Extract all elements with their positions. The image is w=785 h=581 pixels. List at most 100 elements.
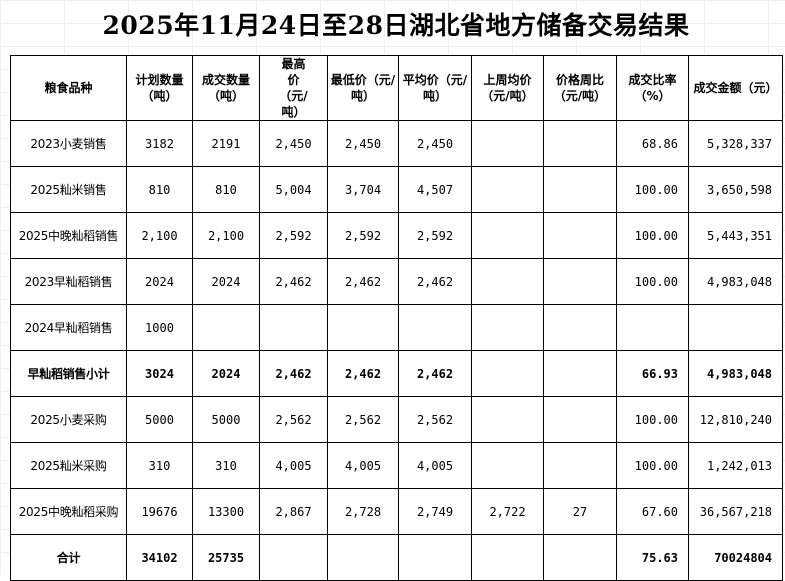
table-cell	[616, 304, 689, 351]
table-cell: 4,005	[398, 442, 472, 489]
table-cell	[398, 534, 472, 581]
table-cell: 310	[192, 442, 260, 489]
table-cell	[259, 304, 328, 351]
table-cell	[471, 120, 544, 167]
table-cell: 1000	[126, 304, 193, 351]
page-title: 2025年11月24日至28日湖北省地方储备交易结果	[102, 11, 690, 40]
trading-results-table: 粮食品种 计划数量（吨） 成交数量（吨） 最高价（元/吨） 最低价（元/吨） 平均价（元/…	[10, 55, 783, 581]
grain-variety-cell: 2023早籼稻销售	[10, 258, 127, 305]
column-header: 粮食品种	[10, 55, 127, 121]
table-cell: 5,004	[259, 166, 328, 213]
table-cell: 2,728	[327, 488, 399, 535]
table-cell: 2,562	[398, 396, 472, 443]
table-cell	[471, 212, 544, 259]
table-cell: 100.00	[616, 166, 689, 213]
table-cell: 4,005	[327, 442, 399, 489]
table-cell	[192, 304, 260, 351]
table-cell: 27	[543, 488, 617, 535]
column-header: 成交数量（吨）	[192, 55, 260, 121]
table-cell: 12,810,240	[688, 396, 783, 443]
grain-variety-cell: 合计	[10, 534, 127, 581]
table-cell	[688, 304, 783, 351]
table-cell	[543, 166, 617, 213]
table-cell: 2,592	[327, 212, 399, 259]
table-cell	[327, 304, 399, 351]
table-cell: 4,983,048	[688, 350, 783, 397]
column-header: 成交比率（%）	[616, 55, 689, 121]
table-cell: 4,507	[398, 166, 472, 213]
grain-variety-cell: 2024早籼稻销售	[10, 304, 127, 351]
table-cell: 2,592	[398, 212, 472, 259]
table-cell: 2,462	[259, 258, 328, 305]
table-cell: 2,100	[192, 212, 260, 259]
table-cell: 3024	[126, 350, 193, 397]
grain-variety-cell: 2025籼米采购	[10, 442, 127, 489]
table-cell: 68.86	[616, 120, 689, 167]
header-row: 粮食品种 计划数量（吨） 成交数量（吨） 最高价（元/吨） 最低价（元/吨） 平均价（元/…	[10, 55, 783, 121]
table-cell: 2,722	[471, 488, 544, 535]
table-cell: 2,562	[259, 396, 328, 443]
table-cell: 67.60	[616, 488, 689, 535]
table-row: 早籼稻销售小计 3024 2024 2,462 2,462 2,462 66.93 4,983…	[10, 350, 783, 397]
table-cell: 36,567,218	[688, 488, 783, 535]
table-cell	[471, 534, 544, 581]
table-cell: 75.63	[616, 534, 689, 581]
column-header: 平均价（元/吨）	[398, 55, 472, 121]
table-row: 2023早籼稻销售 2024 2024 2,462 2,462 2,462 100.00 4,…	[10, 258, 783, 305]
table-cell	[471, 304, 544, 351]
grain-variety-cell: 早籼稻销售小计	[10, 350, 127, 397]
table-cell	[327, 534, 399, 581]
table-cell	[471, 258, 544, 305]
table-cell: 25735	[192, 534, 260, 581]
table-cell	[259, 534, 328, 581]
table-row: 2023小麦销售 3182 2191 2,450 2,450 2,450 68.86 5,32…	[10, 120, 783, 167]
table-cell: 100.00	[616, 442, 689, 489]
column-header: 成交金额（元）	[688, 55, 783, 121]
table-row: 2025籼米采购 310 310 4,005 4,005 4,005 100.00 1,242…	[10, 442, 783, 489]
table-cell: 2,462	[327, 350, 399, 397]
table-row: 2025小麦采购 5000 5000 2,562 2,562 2,562 100.00 12,…	[10, 396, 783, 443]
column-header: 价格周比（元/吨）	[543, 55, 617, 121]
column-header: 上周均价（元/吨）	[471, 55, 544, 121]
table-cell: 100.00	[616, 212, 689, 259]
table-cell: 2,100	[126, 212, 193, 259]
table-cell: 810	[126, 166, 193, 213]
grain-variety-cell: 2025小麦采购	[10, 396, 127, 443]
table-cell: 810	[192, 166, 260, 213]
table-cell: 66.93	[616, 350, 689, 397]
column-header: 计划数量（吨）	[126, 55, 193, 121]
table-cell	[543, 304, 617, 351]
table-cell: 2,462	[398, 350, 472, 397]
table-cell: 5,328,337	[688, 120, 783, 167]
grain-variety-cell: 2025中晚籼稻销售	[10, 212, 127, 259]
table-cell	[471, 350, 544, 397]
table-cell: 2024	[192, 258, 260, 305]
table-cell	[543, 212, 617, 259]
table-cell: 3,704	[327, 166, 399, 213]
table-cell	[543, 534, 617, 581]
table-row: 合计 34102 25735 75.63 70024804	[10, 534, 783, 581]
table-cell	[471, 396, 544, 443]
table-cell: 4,983,048	[688, 258, 783, 305]
table-cell: 2,462	[398, 258, 472, 305]
table-cell: 2,867	[259, 488, 328, 535]
table-cell	[543, 350, 617, 397]
table-cell	[471, 166, 544, 213]
table-row: 2025中晚籼稻销售 2,100 2,100 2,592 2,592 2,592 100.0…	[10, 212, 783, 259]
table-row: 2024早籼稻销售 1000	[10, 304, 783, 351]
table-row: 2025籼米销售 810 810 5,004 3,704 4,507 100.00 3,650…	[10, 166, 783, 213]
table-cell: 310	[126, 442, 193, 489]
table-cell: 100.00	[616, 396, 689, 443]
table-cell: 100.00	[616, 258, 689, 305]
grain-variety-cell: 2023小麦销售	[10, 120, 127, 167]
table-cell: 70024804	[688, 534, 783, 581]
column-header: 最低价（元/吨）	[327, 55, 399, 121]
table-cell: 2,450	[398, 120, 472, 167]
table-cell	[543, 442, 617, 489]
table-cell: 2,450	[327, 120, 399, 167]
table-cell: 5000	[192, 396, 260, 443]
table-cell: 2,562	[327, 396, 399, 443]
table-cell: 2,450	[259, 120, 328, 167]
table-cell	[471, 442, 544, 489]
table-cell: 4,005	[259, 442, 328, 489]
